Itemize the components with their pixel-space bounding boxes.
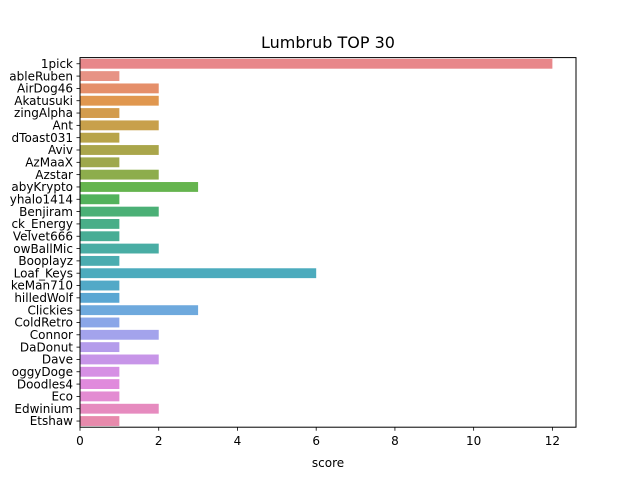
y-tick-label: 1pick — [41, 57, 73, 71]
y-tick-label: Akatusuki — [14, 94, 73, 108]
bar — [80, 108, 120, 118]
y-tick-label: abyKrypto — [11, 180, 73, 194]
x-tick-label: 0 — [76, 434, 84, 448]
x-axis-label: score — [312, 456, 344, 470]
y-tick-label: ableRuben — [9, 69, 73, 83]
y-tick-label: Booplayz — [18, 254, 73, 268]
bar — [80, 95, 159, 106]
y-tick-label: AirDog46 — [17, 82, 73, 96]
x-tick-label: 8 — [391, 434, 399, 448]
bar — [80, 342, 120, 353]
y-tick-label: Eco — [51, 390, 73, 404]
bar — [80, 255, 120, 266]
bar — [80, 268, 317, 279]
plot-frame — [79, 57, 577, 428]
bars-group — [80, 58, 553, 426]
y-tick-label: zingAlpha — [14, 106, 73, 120]
y-tick-label: owBallMic — [13, 242, 73, 256]
bar — [80, 243, 159, 254]
bar — [80, 194, 120, 205]
y-tick-label: ck_Energy — [11, 217, 73, 231]
bar — [80, 218, 120, 229]
bar — [80, 329, 159, 340]
bar — [80, 354, 159, 365]
y-tick-label: Etshaw — [30, 414, 73, 428]
y-tick-label: Edwinium — [14, 402, 73, 416]
y-tick-label: Dave — [42, 353, 73, 367]
bar — [80, 83, 159, 94]
bar — [80, 58, 553, 69]
bar — [80, 231, 120, 242]
bar — [80, 145, 159, 155]
bar — [80, 403, 159, 414]
bar — [80, 416, 120, 426]
y-tick-label: yhalo1414 — [10, 192, 73, 206]
y-tick-label: oggyDoge — [12, 365, 73, 379]
bar — [80, 280, 120, 291]
y-tick-label: AzMaaX — [25, 156, 73, 170]
y-tick-label: Benjiram — [19, 205, 73, 219]
x-tick-label: 4 — [234, 434, 242, 448]
bar — [80, 120, 159, 131]
bar — [80, 317, 120, 328]
y-tick-label: Loaf_Keys — [14, 266, 73, 280]
chart-title: Lumbrub TOP 30 — [261, 33, 395, 52]
x-tick-label: 12 — [545, 434, 560, 448]
y-tick-label: dToast031 — [12, 131, 73, 145]
bar — [80, 379, 120, 390]
bar — [80, 182, 199, 192]
y-axis: 1pickableRubenAirDog46AkatusukizingAlpha… — [9, 57, 80, 428]
y-tick-label: Azstar — [35, 168, 73, 182]
bar — [80, 292, 120, 303]
bar — [80, 71, 120, 82]
bar — [80, 157, 120, 168]
bar — [80, 169, 159, 180]
y-tick-label: Connor — [30, 328, 73, 342]
y-tick-label: Clickies — [27, 303, 73, 317]
y-tick-label: Aviv — [48, 143, 73, 157]
bar — [80, 206, 159, 217]
x-axis: 0 2 4 6 8 10 12 — [76, 427, 560, 448]
y-tick-label: hilledWolf — [14, 291, 73, 305]
x-tick-label: 2 — [155, 434, 163, 448]
bar — [80, 366, 120, 377]
y-tick-label: DaDonut — [20, 340, 73, 354]
bar — [80, 391, 120, 402]
y-tick-label: keMan710 — [11, 279, 73, 293]
y-tick-label: ColdRetro — [14, 316, 73, 330]
y-tick-label: Velvet666 — [13, 229, 73, 243]
bar — [80, 305, 199, 316]
y-tick-label: Doodles4 — [17, 377, 73, 391]
bar — [80, 132, 120, 143]
x-tick-label: 6 — [312, 434, 320, 448]
x-tick-label: 10 — [466, 434, 481, 448]
y-tick-label: Ant — [52, 119, 73, 133]
